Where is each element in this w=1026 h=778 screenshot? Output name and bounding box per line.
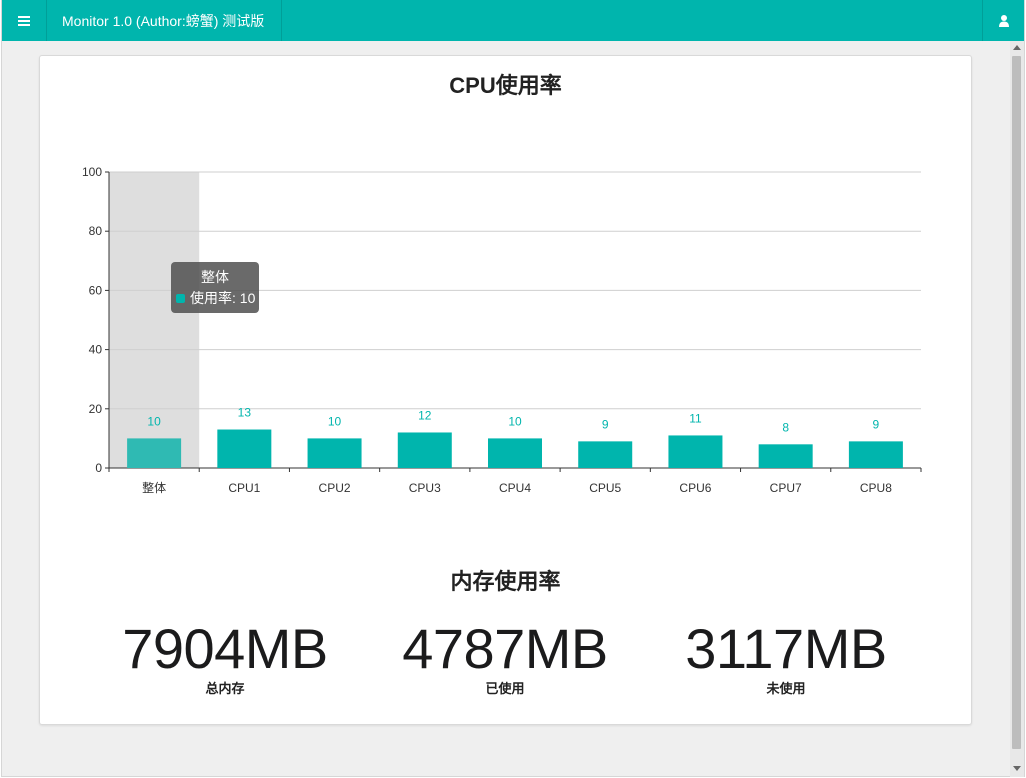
bar-CPU7[interactable] <box>758 444 813 468</box>
data-label: 8 <box>782 420 789 434</box>
user-menu-button[interactable] <box>982 0 1024 41</box>
bar-CPU1[interactable] <box>217 429 272 468</box>
memory-free-value: 3117MB <box>685 617 887 680</box>
cpu-usage-chart[interactable]: 0 20 40 60 80 100 10 整体 13 CPU1 10 CPU2 12 CPU3 10 CPU4… <box>40 56 971 516</box>
data-label: 10 <box>328 414 342 428</box>
tooltip-value: 使用率: 10 <box>190 290 256 306</box>
x-tick-label: CPU2 <box>319 481 351 495</box>
memory-section-title: 内存使用率 <box>450 569 561 594</box>
vertical-scrollbar[interactable] <box>1010 41 1024 777</box>
x-tick-label: CPU8 <box>860 481 892 495</box>
y-tick-label: 20 <box>89 402 103 416</box>
bar-整体[interactable] <box>127 438 182 468</box>
memory-stat-free: 3117MB 未使用 <box>666 618 906 697</box>
hamburger-icon <box>18 15 30 26</box>
y-tick-label: 40 <box>89 343 103 357</box>
x-tick-label: 整体 <box>142 480 166 495</box>
x-tick-label: CPU5 <box>589 481 621 495</box>
bar-CPU6[interactable] <box>668 435 723 468</box>
data-label: 13 <box>238 406 252 420</box>
bar-CPU8[interactable] <box>848 441 903 468</box>
data-label: 9 <box>602 417 609 431</box>
memory-used-label: 已使用 <box>485 681 525 696</box>
memory-stat-used: 4787MB 已使用 <box>385 618 625 697</box>
tooltip-title: 整体 <box>201 269 229 285</box>
memory-total-value: 7904MB <box>122 617 328 680</box>
cpu-chart-title: CPU使用率 <box>449 73 562 98</box>
top-navbar: Monitor 1.0 (Author:螃蟹) 测试版 <box>2 0 1024 41</box>
menu-toggle-button[interactable] <box>2 0 47 41</box>
data-label: 12 <box>418 408 432 422</box>
x-tick-label: CPU7 <box>770 481 802 495</box>
memory-free-label: 未使用 <box>766 681 806 696</box>
y-tick-label: 80 <box>89 224 103 238</box>
user-icon <box>998 14 1009 27</box>
data-label: 10 <box>508 414 522 428</box>
bar-CPU4[interactable] <box>488 438 542 468</box>
series-marker-icon <box>176 293 185 303</box>
y-tick-label: 60 <box>89 283 103 297</box>
data-label: 10 <box>147 414 161 428</box>
app-title[interactable]: Monitor 1.0 (Author:螃蟹) 测试版 <box>47 0 282 41</box>
memory-total-label: 总内存 <box>205 681 245 696</box>
scrollbar-thumb[interactable] <box>1012 56 1021 749</box>
bar-CPU2[interactable] <box>307 438 362 468</box>
x-tick-label: CPU1 <box>228 481 260 495</box>
data-label: 9 <box>873 417 880 431</box>
x-tick-label: CPU4 <box>499 481 531 495</box>
hover-highlight-band <box>109 172 200 468</box>
chart-tooltip: 整体 使用率: 10 <box>171 262 259 313</box>
scroll-down-arrow-icon[interactable] <box>1013 766 1021 771</box>
y-tick-label: 100 <box>82 165 102 179</box>
y-tick-label: 0 <box>95 461 102 475</box>
memory-stat-total: 7904MB 总内存 <box>105 618 345 697</box>
x-tick-label: CPU3 <box>409 481 441 495</box>
dashboard-panel: CPU使用率 0 20 40 60 80 100 10 整体 13 CPU1 10 CPU2 12 CPU… <box>39 55 972 725</box>
bar-CPU3[interactable] <box>397 432 452 468</box>
x-tick-label: CPU6 <box>679 481 711 495</box>
data-label: 11 <box>689 411 702 425</box>
scroll-up-arrow-icon[interactable] <box>1013 45 1021 50</box>
bar-CPU5[interactable] <box>578 441 633 468</box>
memory-used-value: 4787MB <box>402 617 608 680</box>
